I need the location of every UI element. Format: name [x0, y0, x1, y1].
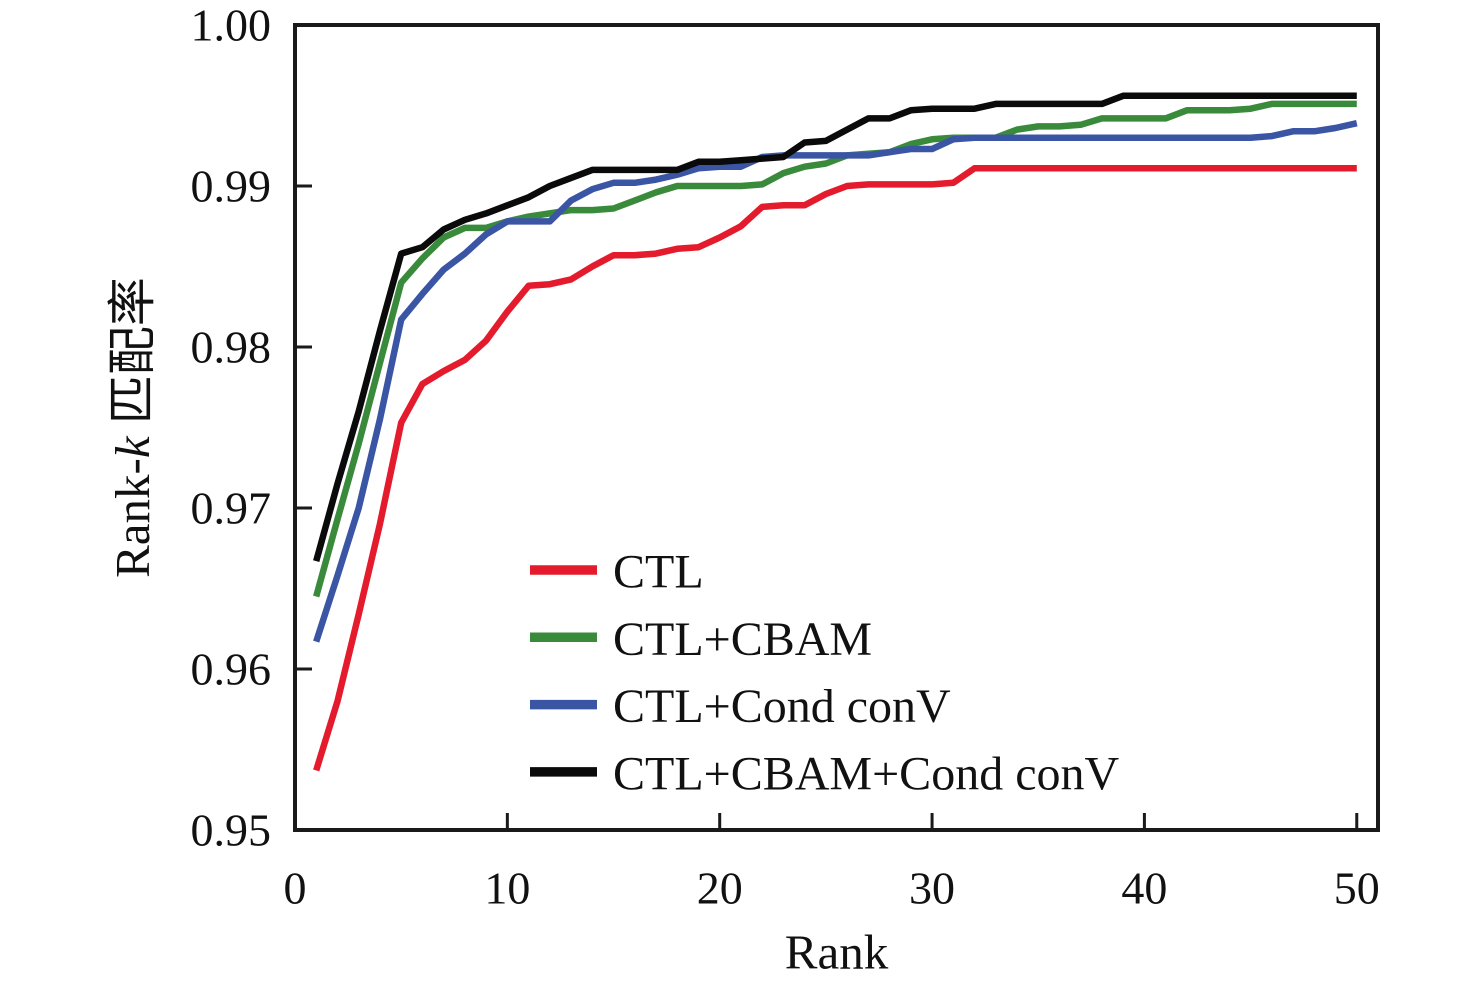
y-axis-label-prefix: Rank-	[105, 458, 160, 578]
x-tick-label: 20	[697, 863, 743, 914]
y-axis-label-suffix: 匹配率	[105, 277, 160, 436]
axes: 0.95 0.96 0.97 0.98 0.99 1.00 0 10 20 30 40 50 Rank R…	[105, 0, 1380, 980]
x-tick-label: 30	[909, 863, 955, 914]
y-tick-label: 0.97	[191, 483, 272, 534]
y-tick-label: 0.96	[191, 644, 272, 695]
plot-border	[293, 23, 1380, 832]
x-axis-label: Rank	[785, 925, 889, 980]
y-axis-label-italic-k: k	[105, 435, 160, 458]
series-line-ctl	[313, 165, 1357, 772]
legend-label-ctl-cond-conv: CTL+Cond conV	[613, 680, 951, 733]
legend-label-ctl: CTL	[613, 546, 704, 599]
legend: CTL CTL+CBAM CTL+Cond conV CTL+CBAM+Cond co…	[530, 546, 1119, 800]
series-line-ctl-cond-conv	[313, 120, 1358, 643]
legend-label-ctl-cbam-cond-conv: CTL+CBAM+Cond conV	[613, 747, 1119, 800]
series-line-ctl-cbam-cond-conv	[313, 92, 1357, 562]
series-lines	[313, 92, 1358, 772]
y-tick-label: 1.00	[191, 0, 272, 51]
y-tick-label: 0.98	[191, 322, 272, 373]
x-tick-label: 0	[284, 863, 307, 914]
legend-label-ctl-cbam: CTL+CBAM	[613, 613, 872, 666]
x-tick-label: 10	[484, 863, 530, 914]
series-line-ctl-cbam	[313, 100, 1357, 598]
y-tick-label: 0.95	[191, 805, 272, 856]
x-tick-label: 40	[1121, 863, 1167, 914]
y-tick-label: 0.99	[191, 161, 272, 212]
x-tick-label: 50	[1334, 863, 1380, 914]
y-axis-label: Rank-k 匹配率	[105, 277, 160, 578]
